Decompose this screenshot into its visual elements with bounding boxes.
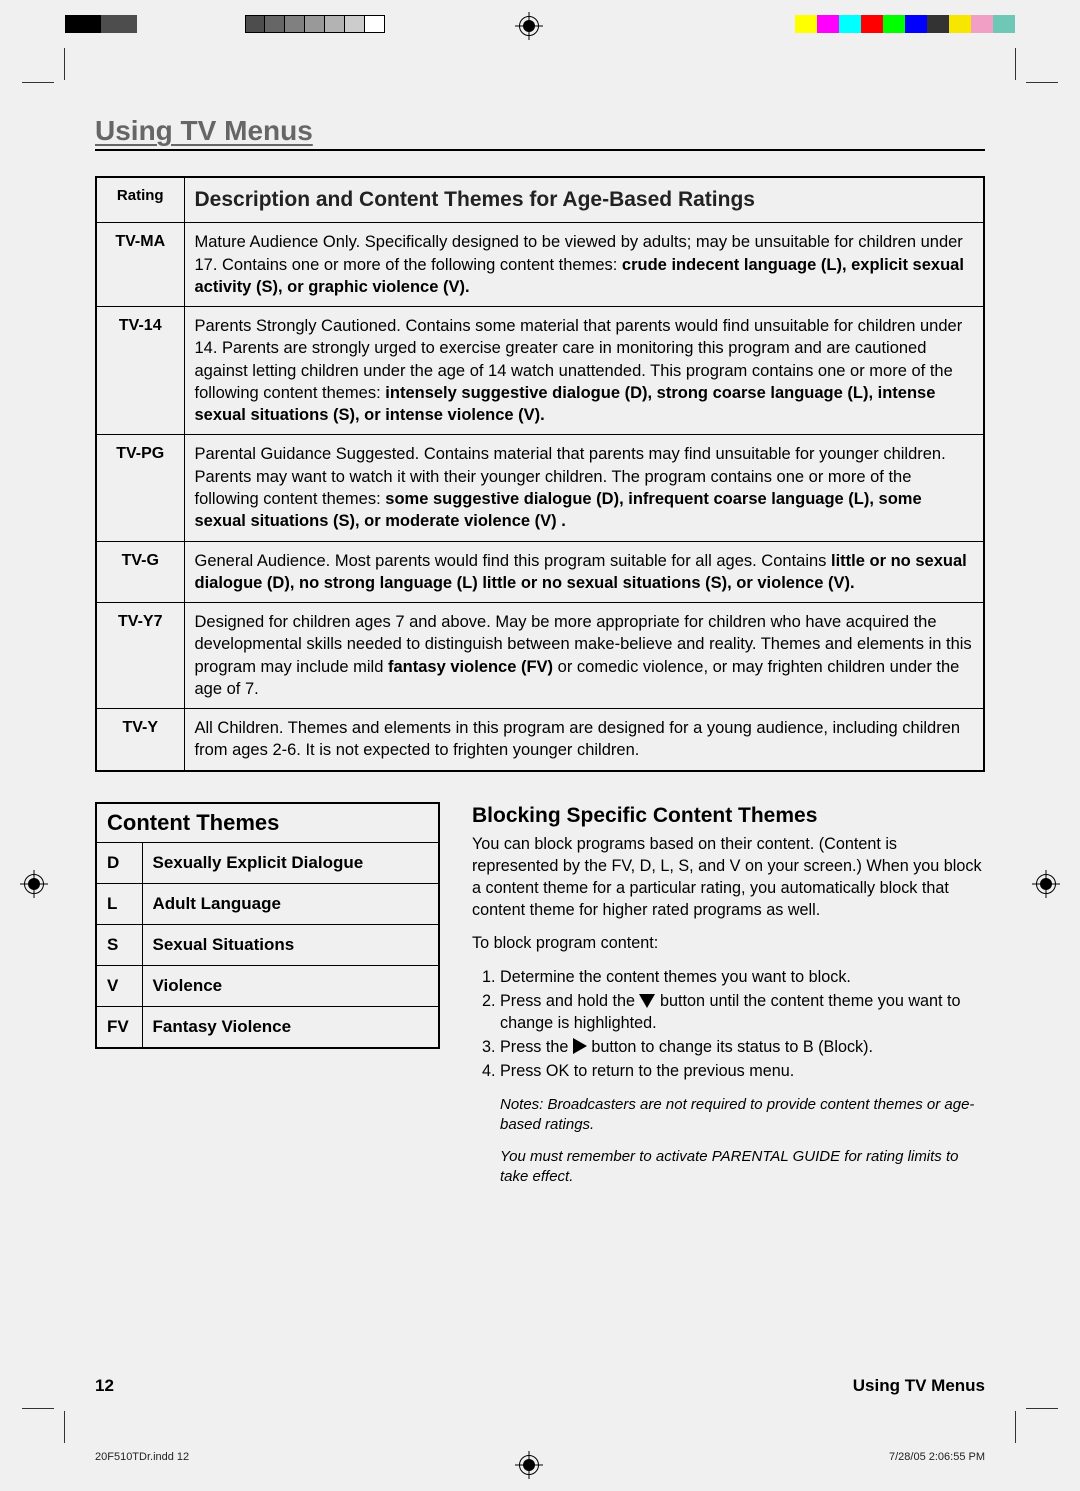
blocking-toblock: To block program content: — [472, 933, 985, 955]
page-number: 12 — [95, 1376, 114, 1396]
blocking-note: Notes: Broadcasters are not required to … — [472, 1095, 985, 1136]
ratings-header-rating: Rating — [96, 177, 184, 223]
blocking-steps: Determine the content themes you want to… — [472, 967, 985, 1082]
table-row: TV-G General Audience. Most parents woul… — [96, 541, 984, 603]
rating-code: TV-Y7 — [96, 603, 184, 709]
color-bar-left — [65, 15, 137, 33]
rating-description: Mature Audience Only. Specifically desig… — [184, 223, 984, 307]
table-row: DSexually Explicit Dialogue — [96, 842, 439, 883]
blocking-intro: You can block programs based on their co… — [472, 834, 985, 921]
ratings-table: Rating Description and Content Themes fo… — [95, 176, 985, 772]
table-row: TV-PG Parental Guidance Suggested. Conta… — [96, 435, 984, 541]
ratings-header-description: Description and Content Themes for Age-B… — [184, 177, 984, 223]
content-themes-table: Content Themes DSexually Explicit Dialog… — [95, 802, 440, 1049]
table-row: TV-14 Parents Strongly Cautioned. Contai… — [96, 307, 984, 435]
table-row: SSexual Situations — [96, 924, 439, 965]
page-footer-title: Using TV Menus — [853, 1376, 985, 1396]
list-item: Press the button to change its status to… — [500, 1037, 985, 1059]
content-themes-title: Content Themes — [96, 803, 439, 843]
rating-description: All Children. Themes and elements in thi… — [184, 709, 984, 771]
page-body: Using TV Menus Rating Description and Co… — [95, 115, 985, 1396]
rating-description: Designed for children ages 7 and above. … — [184, 603, 984, 709]
table-row: TV-Y7 Designed for children ages 7 and a… — [96, 603, 984, 709]
list-item: Determine the content themes you want to… — [500, 967, 985, 989]
table-row: TV-Y All Children. Themes and elements i… — [96, 709, 984, 771]
registration-mark-icon — [20, 870, 48, 898]
blocking-heading: Blocking Specific Content Themes — [472, 802, 985, 830]
right-arrow-icon — [573, 1038, 587, 1054]
rating-code: TV-MA — [96, 223, 184, 307]
rating-code: TV-14 — [96, 307, 184, 435]
rating-code: TV-G — [96, 541, 184, 603]
table-row: FVFantasy Violence — [96, 1006, 439, 1048]
page-title: Using TV Menus — [95, 115, 985, 151]
rating-description: Parents Strongly Cautioned. Contains som… — [184, 307, 984, 435]
registration-mark-icon — [515, 12, 543, 40]
table-row: TV-MA Mature Audience Only. Specifically… — [96, 223, 984, 307]
registration-mark-icon — [1032, 870, 1060, 898]
down-arrow-icon — [639, 994, 655, 1008]
imprint-line: 20F510TDr.indd 12 7/28/05 2:06:55 PM — [95, 1451, 985, 1463]
rating-description: General Audience. Most parents would fin… — [184, 541, 984, 603]
table-row: LAdult Language — [96, 883, 439, 924]
blocking-section: Blocking Specific Content Themes You can… — [472, 802, 985, 1200]
list-item: Press OK to return to the previous menu. — [500, 1061, 985, 1083]
color-bar-right — [795, 15, 1015, 33]
rating-code: TV-PG — [96, 435, 184, 541]
imprint-file: 20F510TDr.indd 12 — [95, 1451, 189, 1463]
gray-step-wedge — [245, 15, 385, 33]
table-row: VViolence — [96, 965, 439, 1006]
page-footer: 12 Using TV Menus — [95, 1376, 985, 1396]
rating-description: Parental Guidance Suggested. Contains ma… — [184, 435, 984, 541]
list-item: Press and hold the button until the cont… — [500, 991, 985, 1035]
rating-code: TV-Y — [96, 709, 184, 771]
imprint-timestamp: 7/28/05 2:06:55 PM — [889, 1451, 985, 1463]
blocking-note: You must remember to activate PARENTAL G… — [472, 1147, 985, 1188]
